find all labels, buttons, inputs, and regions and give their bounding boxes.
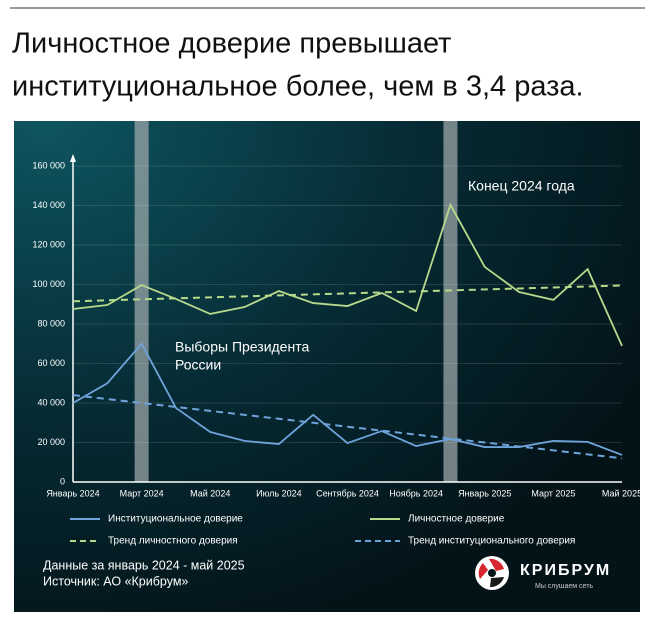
x-tick-label: Январь 2025 <box>458 488 511 498</box>
legend-label: Тренд личностного доверия <box>108 536 238 547</box>
x-tick-label: Май 2025 <box>602 488 642 498</box>
plot: 0 20 000 40 000 60 000 80 000 100 000 120 000 1… <box>32 121 642 547</box>
logo-icon <box>475 556 509 590</box>
y-axis-arrow <box>70 154 76 162</box>
x-tick-label: Январь 2024 <box>46 488 99 498</box>
y-tick-label: 0 <box>60 476 65 486</box>
legend-label: Институциональное доверие <box>108 514 243 525</box>
legend-label: Личностное доверие <box>408 514 505 525</box>
highlight-band <box>443 121 458 482</box>
highlight-band <box>134 121 149 482</box>
x-tick-label: Март 2024 <box>120 488 164 498</box>
x-tick-label: Ноябрь 2024 <box>389 488 443 498</box>
data-line <box>72 202 623 347</box>
footnote: Данные за январь 2024 - май 2025 <box>43 558 245 572</box>
y-tick-label: 60 000 <box>37 358 65 368</box>
logo-name: КРИБРУМ <box>520 562 611 579</box>
logo-tagline: Мы слушаем сеть <box>535 583 593 590</box>
annotation: Выборы Президента <box>175 339 309 355</box>
x-tick-label: Май 2024 <box>190 488 230 498</box>
y-tick-label: 160 000 <box>32 160 65 170</box>
y-tick-label: 120 000 <box>32 239 65 249</box>
y-tick-label: 20 000 <box>37 437 65 447</box>
x-tick-label: Сентябрь 2024 <box>316 488 379 498</box>
data-line <box>72 342 623 456</box>
panel <box>14 121 640 612</box>
legend-label: Тренд институционального доверия <box>408 536 575 547</box>
y-tick-label: 40 000 <box>37 397 65 407</box>
y-tick-label: 140 000 <box>32 200 65 210</box>
x-tick-label: Март 2025 <box>531 488 575 498</box>
annotation: Конец 2024 года <box>468 178 575 194</box>
footnote: Источник: АО «Крибрум» <box>43 574 188 588</box>
trend-line <box>72 284 623 303</box>
annotation: России <box>175 357 221 373</box>
y-tick-label: 100 000 <box>32 279 65 289</box>
title-line: институциональное более, чем в 3,4 раза. <box>12 71 584 103</box>
y-tick-label: 80 000 <box>37 318 65 328</box>
x-tick-label: Июль 2024 <box>256 488 301 498</box>
title-line: Личностное доверие превышает <box>12 28 451 60</box>
trend-line <box>72 394 623 460</box>
